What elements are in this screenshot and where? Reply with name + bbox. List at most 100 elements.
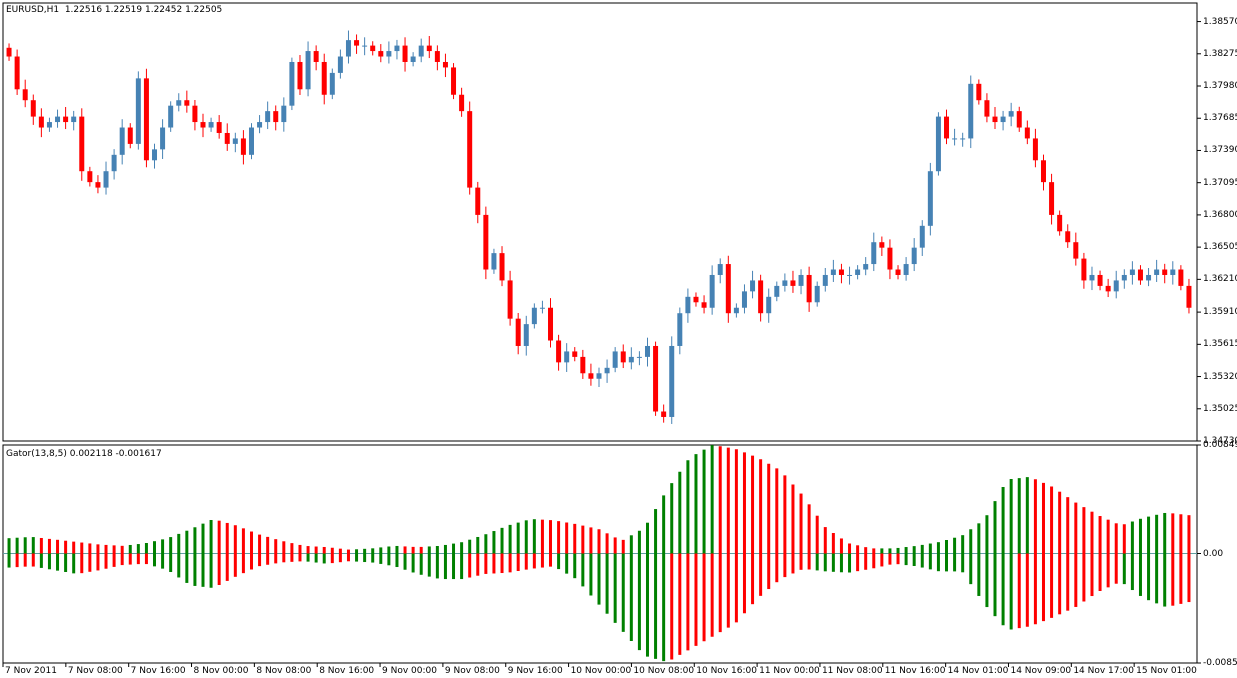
candle-body: [152, 149, 158, 161]
candle-body: [119, 127, 125, 155]
candle-body: [337, 56, 343, 73]
candle-body: [992, 116, 998, 123]
candle-body: [289, 61, 295, 106]
main-panel-title: EURUSD,H1 1.22516 1.22519 1.22452 1.2250…: [6, 5, 223, 15]
candle-body: [564, 351, 570, 363]
candle-body: [838, 269, 844, 275]
time-tick-label: 7 Nov 2011: [5, 666, 57, 676]
candle-body: [281, 105, 287, 123]
candle-body: [507, 280, 513, 319]
price-tick-label: 1.37980: [1203, 81, 1237, 91]
candle-body: [822, 274, 828, 286]
candle-body: [669, 345, 675, 417]
candle-body: [588, 373, 594, 379]
candle-body: [345, 40, 351, 57]
candle-body: [410, 56, 416, 62]
price-candles: [6, 30, 1192, 424]
candle-body: [620, 351, 626, 363]
price-tick-label: 1.38570: [1203, 16, 1237, 27]
time-tick-label: 8 Nov 08:00: [256, 666, 312, 676]
price-tick-label: 1.38275: [1203, 48, 1237, 59]
time-tick-label: 11 Nov 00:00: [759, 666, 820, 676]
main-panel-frame: [2, 2, 1198, 442]
candle-body: [1097, 274, 1103, 286]
candle-body: [693, 296, 699, 303]
candle-body: [596, 373, 602, 379]
candle-body: [604, 367, 610, 374]
candle-body: [661, 411, 667, 417]
gator-histogram: [3, 445, 1197, 662]
candle-body: [701, 302, 707, 308]
candle-body: [1081, 258, 1087, 281]
candle-body: [1137, 269, 1143, 281]
candle-body: [14, 56, 20, 90]
candle-body: [1000, 116, 1006, 123]
candle-body: [750, 280, 756, 292]
candle-body: [451, 67, 457, 95]
candle-body: [370, 45, 376, 52]
candle-body: [871, 242, 877, 265]
candle-body: [628, 356, 634, 363]
candle-body: [523, 324, 529, 346]
candle-body: [362, 45, 368, 47]
candle-body: [677, 313, 683, 346]
candle-body: [863, 264, 869, 270]
time-tick-label: 11 Nov 16:00: [884, 666, 946, 676]
candle-body: [644, 345, 650, 357]
candle-body: [354, 40, 360, 46]
candle-body: [984, 100, 990, 117]
candle-body: [208, 122, 214, 128]
time-tick-label: 9 Nov 08:00: [444, 666, 500, 676]
candle-body: [944, 116, 950, 139]
candle-body: [95, 182, 101, 188]
price-tick-label: 1.35615: [1203, 339, 1237, 350]
candle-body: [491, 253, 497, 270]
candle-body: [402, 45, 408, 62]
price-tick-label: 1.35910: [1203, 307, 1237, 318]
candle-body: [717, 264, 723, 275]
price-tick-label: 1.37095: [1203, 177, 1237, 188]
candle-body: [919, 225, 925, 248]
candle-body: [127, 127, 133, 144]
candle-body: [685, 296, 691, 314]
candle-body: [1113, 280, 1119, 292]
candle-body: [1024, 127, 1030, 139]
price-tick-label: 1.37390: [1203, 145, 1237, 156]
price-tick-label: 1.34730: [1203, 436, 1237, 446]
candle-body: [636, 356, 642, 358]
candle-body: [160, 127, 166, 150]
candle-body: [531, 307, 537, 325]
candle-body: [725, 264, 731, 314]
candle-body: [248, 127, 254, 155]
candle-body: [1032, 138, 1038, 161]
candle-body: [741, 291, 747, 308]
candle-body: [184, 100, 190, 106]
candle-body: [653, 345, 659, 412]
candle-body: [434, 51, 440, 62]
time-tick-label: 8 Nov 16:00: [319, 666, 375, 676]
time-tick-label: 14 Nov 17:00: [1073, 666, 1134, 676]
candle-body: [1178, 269, 1184, 286]
candle-body: [952, 138, 958, 140]
candle-body: [548, 307, 554, 341]
candle-body: [305, 51, 311, 90]
candle-body: [1154, 269, 1160, 275]
candle-body: [515, 318, 521, 346]
candle-body: [55, 116, 61, 123]
candle-body: [499, 253, 505, 281]
time-tick-label: 7 Nov 16:00: [130, 666, 186, 676]
time-tick-label: 8 Nov 00:00: [193, 666, 249, 676]
candle-body: [572, 351, 578, 357]
price-tick-label: 1.36800: [1203, 209, 1237, 220]
time-tick-label: 14 Nov 01:00: [947, 666, 1009, 676]
candle-body: [313, 51, 319, 62]
candle-body: [1105, 285, 1111, 292]
candle-body: [903, 264, 909, 275]
candle-body: [265, 111, 271, 123]
panel-frames: [2, 2, 1201, 667]
candle-body: [1040, 160, 1046, 183]
candle-body: [38, 116, 44, 128]
candle-body: [612, 351, 618, 368]
